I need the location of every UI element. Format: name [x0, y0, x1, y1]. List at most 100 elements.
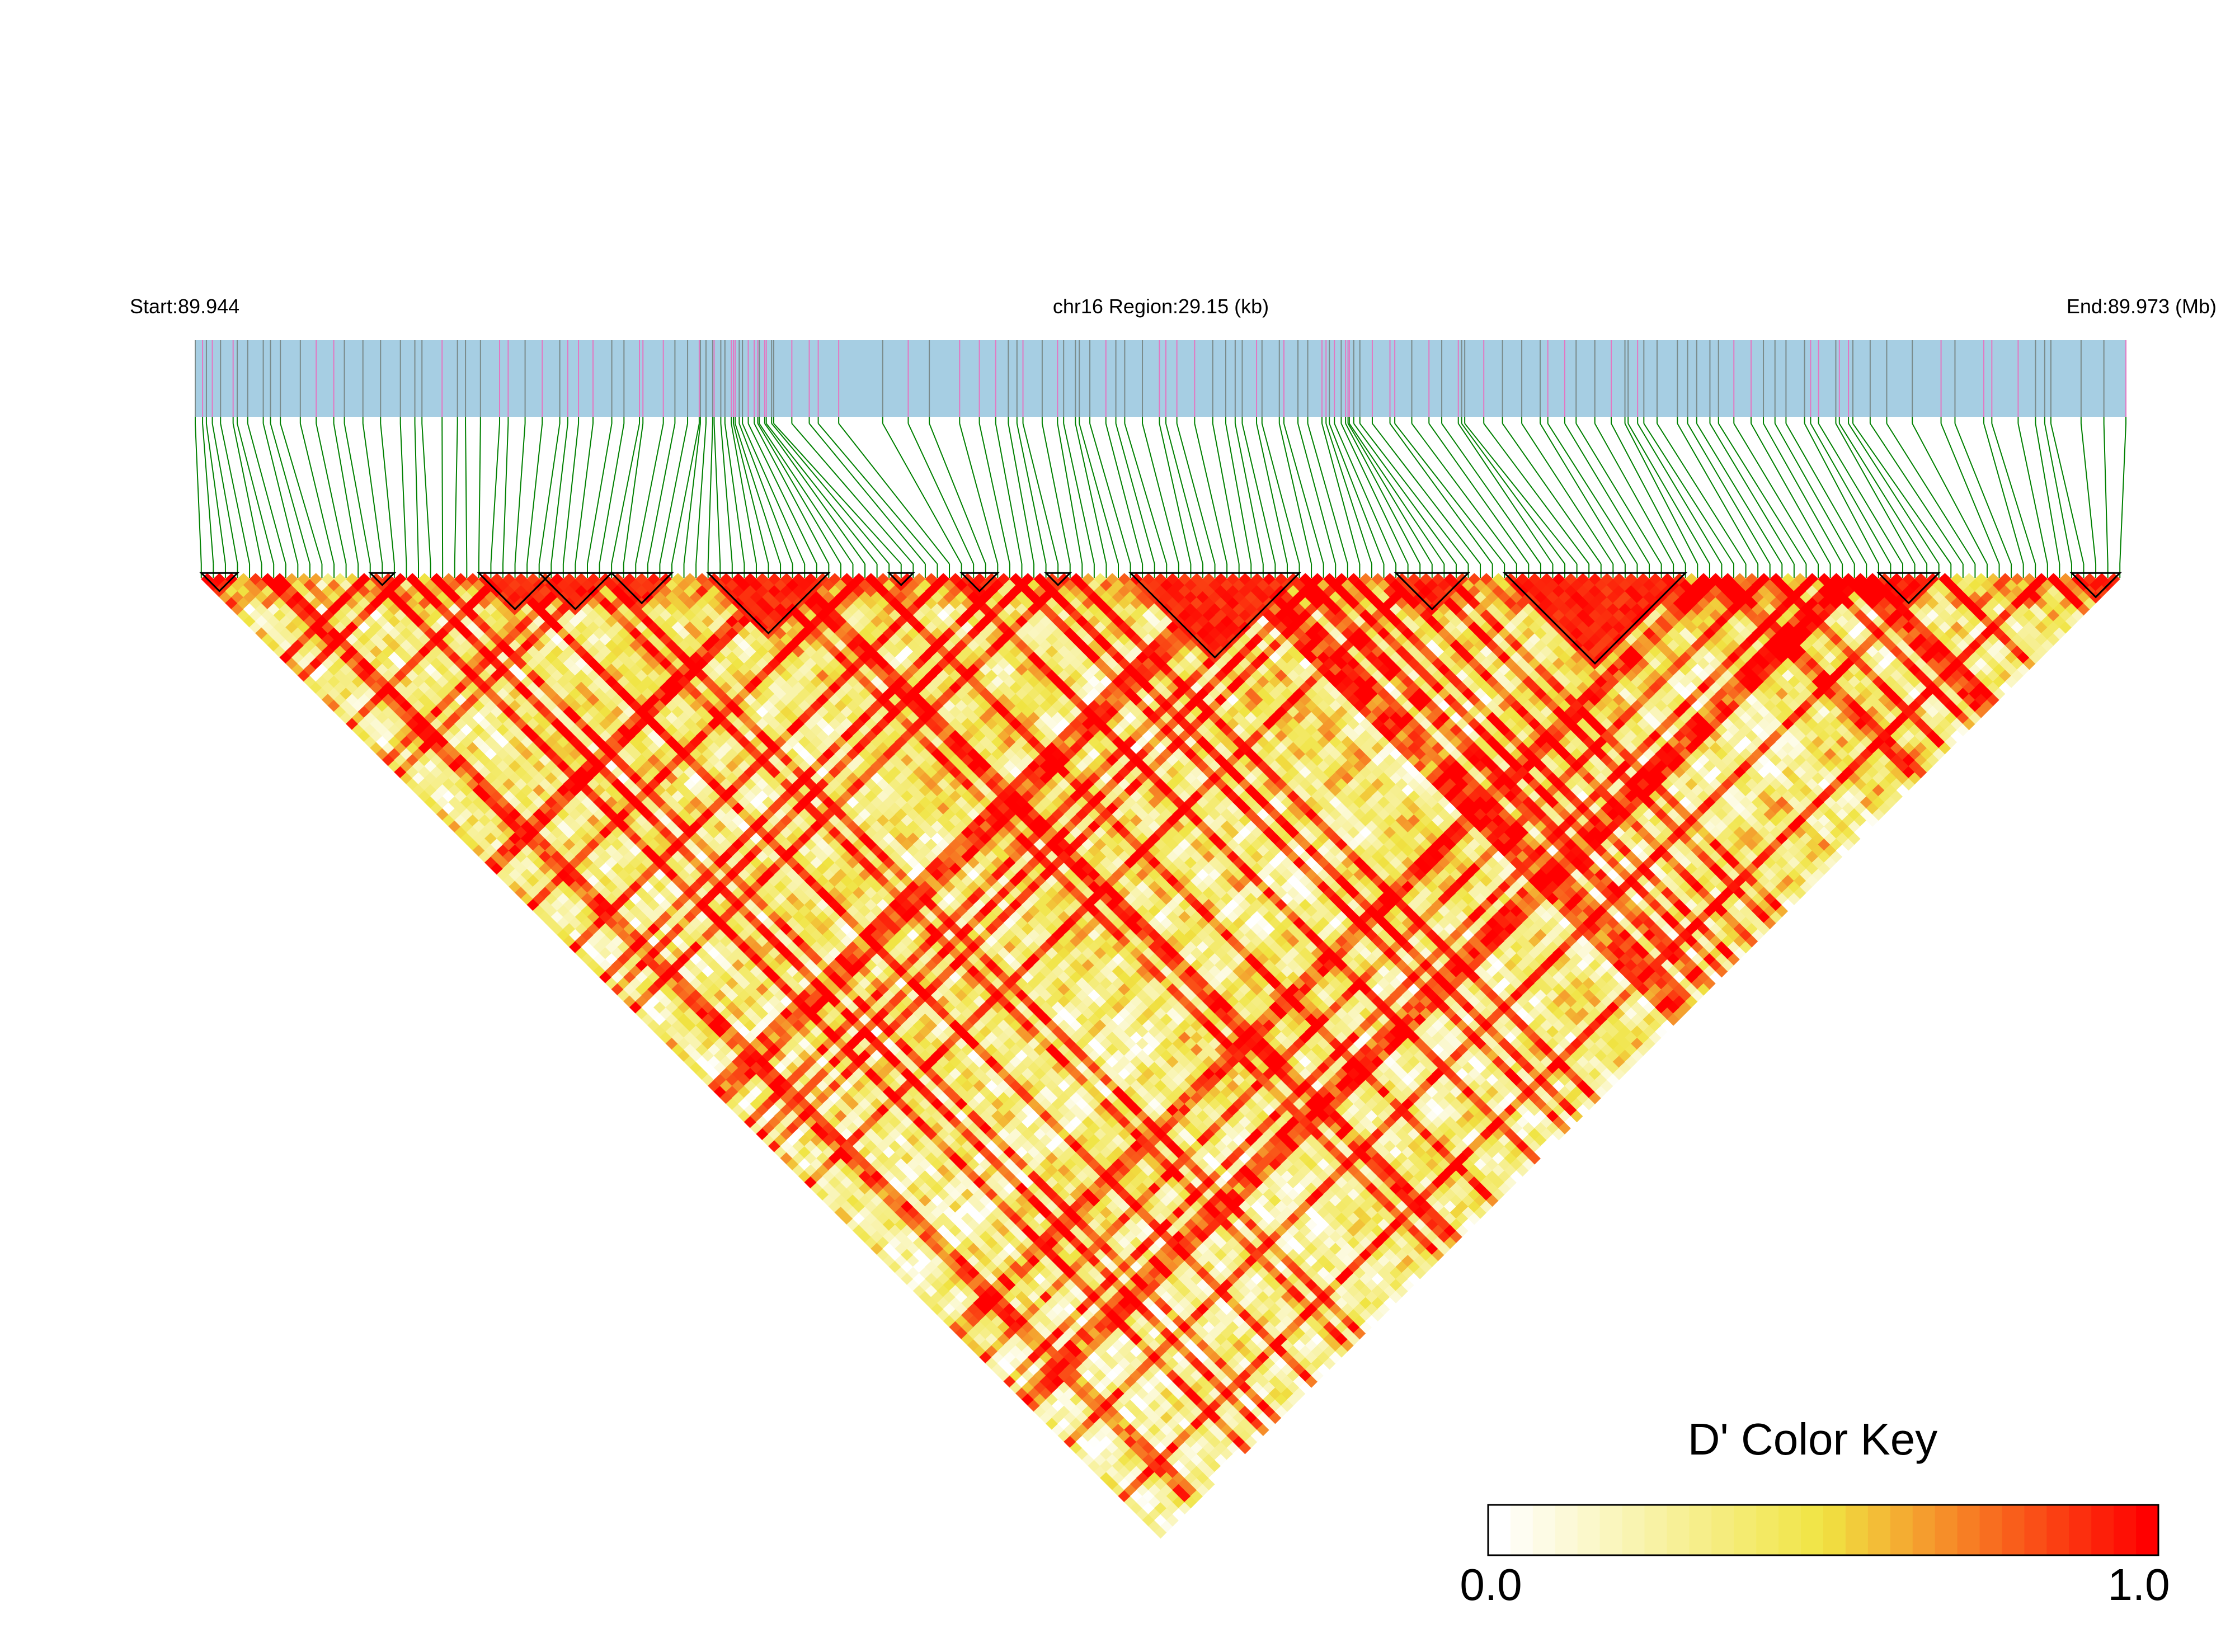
ld-cell — [213, 573, 226, 586]
connector-line — [1954, 423, 2012, 564]
connector-line — [791, 423, 914, 564]
connector-line — [1464, 423, 1578, 564]
connector-line — [220, 423, 251, 564]
connector-line — [1115, 423, 1155, 564]
connector-line — [771, 423, 890, 564]
connector-line — [1483, 423, 1589, 564]
connector-line — [575, 423, 594, 564]
ld-cell — [261, 573, 274, 586]
connector-line — [1212, 423, 1240, 564]
connector-line — [659, 423, 689, 564]
connector-line — [995, 423, 1023, 564]
connector-line — [1079, 423, 1119, 564]
connector-line — [1022, 423, 1059, 564]
connector-line — [1564, 423, 1650, 564]
connector-line — [586, 423, 613, 564]
connector-line — [1886, 423, 1976, 564]
ld-cell — [406, 573, 419, 586]
connector-line — [1540, 423, 1626, 564]
connector-line — [978, 423, 1010, 564]
ld-cell — [249, 573, 262, 586]
connector-line — [1345, 423, 1421, 564]
connector-line — [713, 423, 721, 564]
connector-line — [232, 423, 262, 564]
connector-line — [1983, 423, 2024, 564]
connector-line — [211, 423, 238, 564]
connector-line — [1751, 423, 1831, 564]
connector-line — [1165, 423, 1203, 564]
ld-cell — [309, 573, 323, 586]
ld-cell — [321, 573, 335, 586]
connector-line — [817, 423, 938, 564]
connector-line — [502, 423, 509, 564]
ld-cell — [333, 573, 347, 586]
connector-line — [1818, 423, 1903, 564]
connector-line — [1347, 423, 1433, 564]
connector-line — [1643, 423, 1734, 564]
connector-line — [733, 423, 769, 564]
connector-line — [1428, 423, 1530, 564]
connector-line — [1389, 423, 1493, 564]
connector-line — [838, 423, 950, 564]
connector-line — [1349, 423, 1445, 564]
ld-cell — [297, 573, 310, 586]
connector-line — [1774, 423, 1855, 564]
connector-line — [1016, 423, 1047, 564]
connector-line — [1334, 423, 1397, 564]
connector-line — [1194, 423, 1228, 564]
snp-ticks — [195, 340, 2126, 417]
ld-cell — [237, 573, 250, 586]
connector-line — [465, 423, 468, 564]
connector-line — [1733, 423, 1819, 564]
connector-line — [1321, 423, 1361, 564]
connector-line — [671, 423, 700, 564]
snp-connector-lines — [195, 417, 2126, 578]
connector-line — [1696, 423, 1783, 564]
connector-line — [414, 423, 420, 564]
connector-line — [1594, 423, 1674, 564]
connector-line — [808, 423, 926, 564]
connector-line — [1521, 423, 1614, 564]
connector-line — [707, 423, 713, 564]
connector-line — [2017, 423, 2048, 564]
connector-line — [599, 423, 625, 564]
connector-line — [1411, 423, 1517, 564]
connector-line — [1057, 423, 1083, 564]
connector-line — [1804, 423, 1879, 564]
connector-line — [907, 423, 975, 564]
connector-line — [1325, 423, 1372, 564]
connector-line — [735, 423, 782, 564]
connector-line — [316, 423, 347, 564]
ld-cell — [357, 573, 371, 586]
connector-line — [1810, 423, 1891, 564]
connector-line — [1835, 423, 1916, 564]
connector-line — [720, 423, 733, 564]
connector-line — [1261, 423, 1300, 564]
connector-line — [538, 423, 561, 564]
connector-line — [1461, 423, 1565, 564]
connector-line — [1852, 423, 1952, 564]
connector-line — [757, 423, 841, 564]
connector-line — [1353, 423, 1457, 564]
connector-line — [742, 423, 806, 564]
ld-heatmap — [201, 573, 2120, 1539]
connector-line — [647, 423, 676, 564]
connector-line — [441, 423, 444, 564]
connector-line — [478, 423, 481, 564]
connector-line — [344, 423, 371, 564]
connector-line — [562, 423, 580, 564]
connector-line — [490, 423, 501, 564]
ld-cell — [394, 573, 407, 586]
connector-line — [759, 423, 854, 564]
connector-line — [1763, 423, 1843, 564]
connector-line — [2050, 423, 2085, 564]
connector-line — [929, 423, 986, 564]
connector-line — [2119, 423, 2126, 564]
connector-line — [1912, 423, 1988, 564]
connector-line — [550, 423, 568, 564]
connector-line — [765, 423, 878, 564]
connector-line — [773, 423, 902, 564]
connector-line — [1627, 423, 1710, 564]
connector-line — [421, 423, 431, 564]
connector-line — [695, 423, 707, 564]
